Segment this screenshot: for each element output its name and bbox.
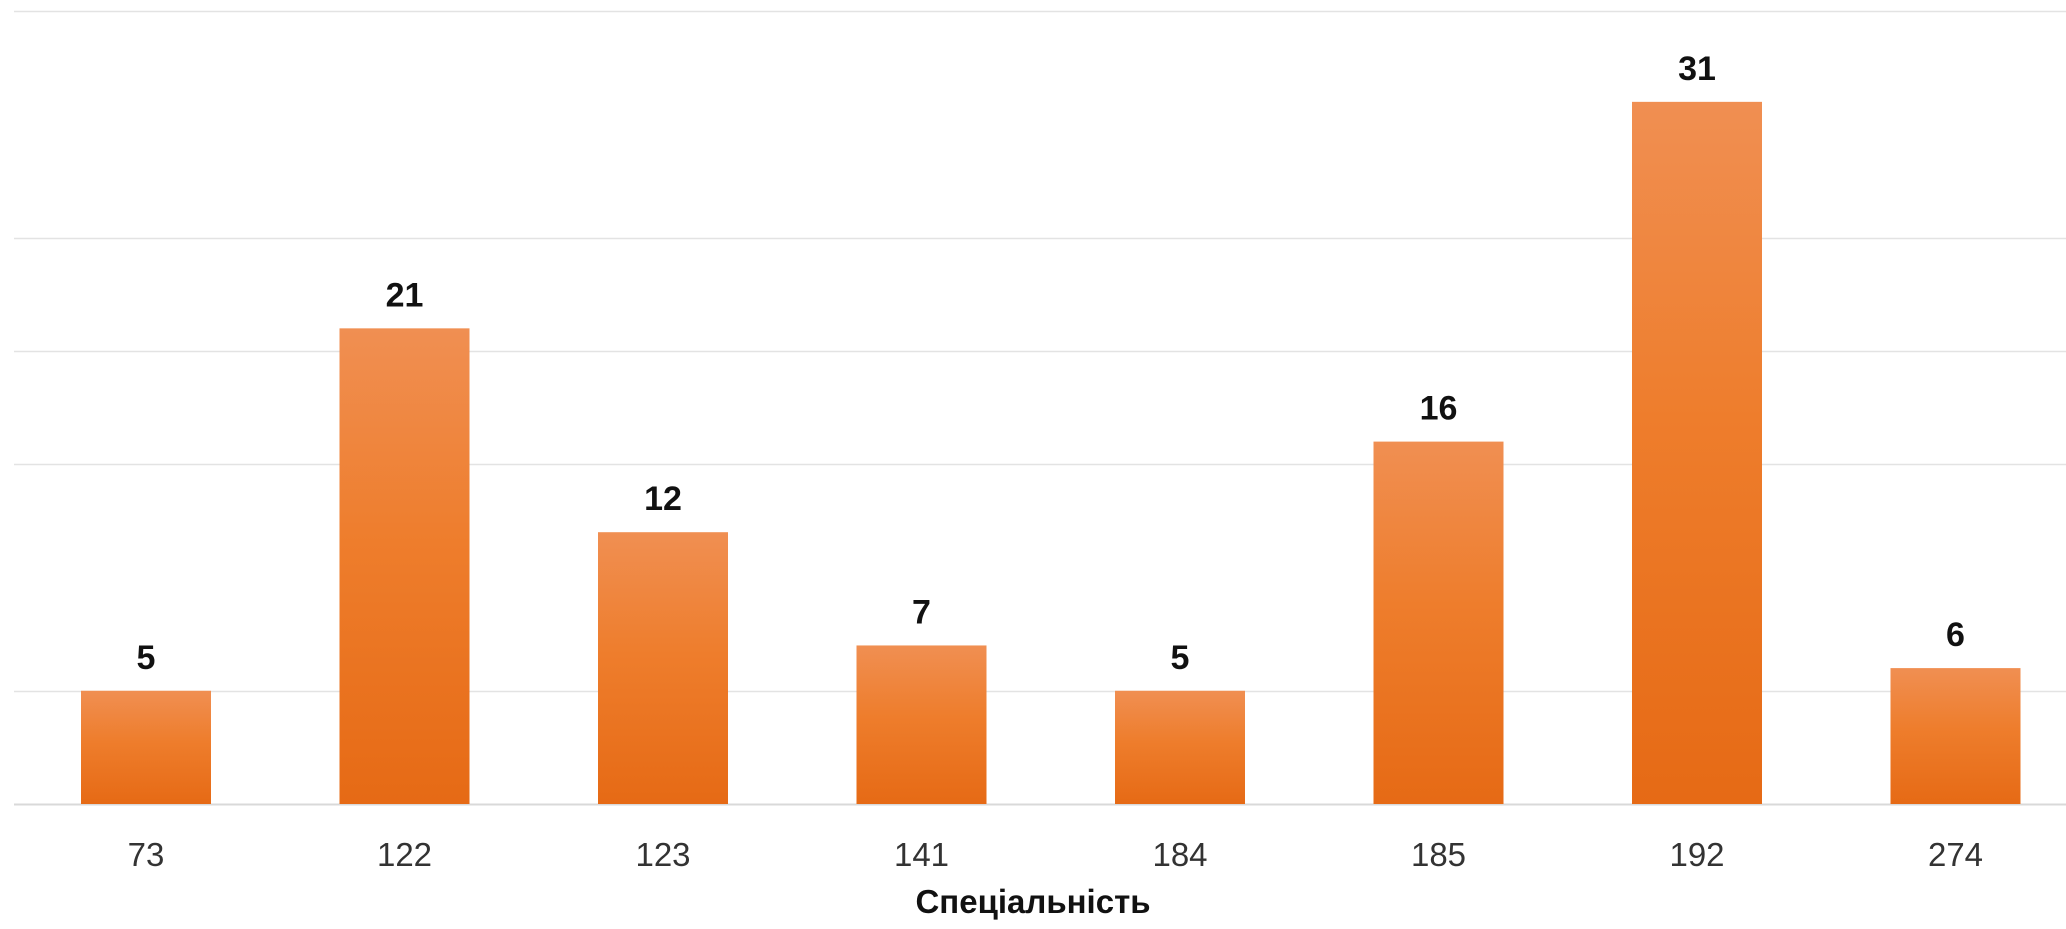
bar-141 — [856, 645, 987, 804]
bars — [81, 101, 2021, 805]
data-label-73: 5 — [137, 639, 156, 677]
bar-274 — [1890, 668, 2021, 804]
data-label-123: 12 — [644, 480, 682, 518]
bar-122 — [339, 328, 470, 804]
x-tick-label-122: 122 — [377, 836, 432, 873]
bar-123 — [598, 532, 728, 804]
data-label-184: 5 — [1171, 639, 1190, 677]
data-label-141: 7 — [912, 593, 931, 631]
bar-185 — [1373, 441, 1504, 804]
x-axis-title: Спеціальність — [915, 883, 1150, 920]
data-label-122: 21 — [386, 276, 424, 314]
x-tick-label-184: 184 — [1152, 836, 1207, 873]
bar-192 — [1632, 101, 1762, 805]
x-tick-label-274: 274 — [1928, 836, 1983, 873]
bar-184 — [1115, 690, 1245, 804]
x-tick-label-185: 185 — [1411, 836, 1466, 873]
data-label-185: 16 — [1420, 390, 1458, 428]
data-label-192: 31 — [1678, 50, 1716, 88]
x-tick-label-123: 123 — [635, 836, 690, 873]
x-tick-label-73: 73 — [128, 836, 165, 873]
x-tick-label-192: 192 — [1669, 836, 1724, 873]
data-labels: 5 21 12 7 5 16 31 6 — [137, 50, 1965, 677]
bar-73 — [81, 690, 211, 804]
x-tick-label-141: 141 — [894, 836, 949, 873]
x-axis-ticks: 73 122 123 141 184 185 192 274 — [128, 836, 1983, 873]
data-label-274: 6 — [1946, 616, 1965, 654]
